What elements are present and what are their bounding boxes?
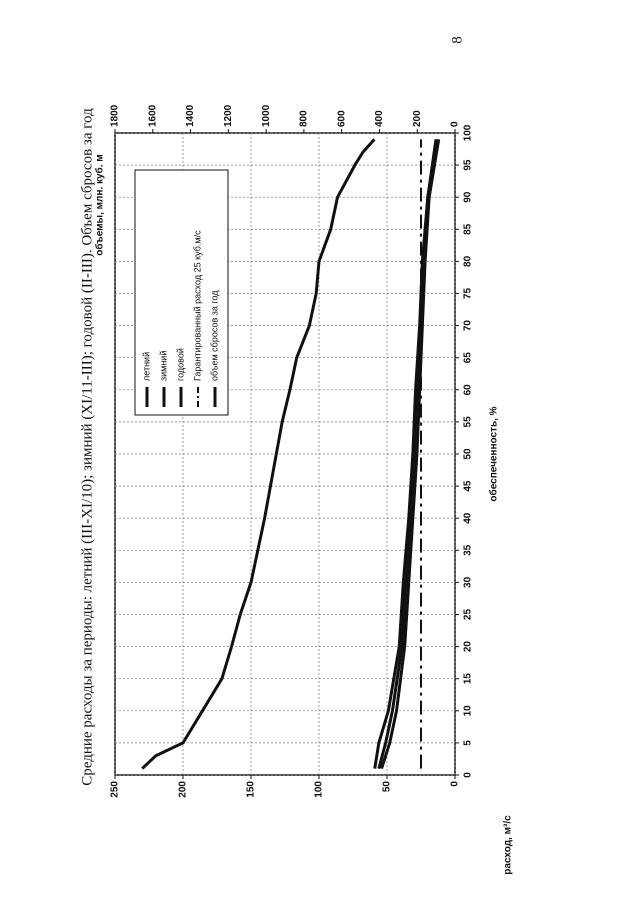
line-series [377, 139, 439, 769]
x-tick-label: 90 [463, 191, 474, 203]
x-tick-label: 45 [463, 480, 474, 492]
y2-tick-label: 400 [374, 110, 385, 127]
x-tick-label: 35 [463, 544, 474, 556]
y2-tick-label: 1800 [110, 104, 121, 127]
chart-title: Средние расходы за периоды: летний (III-… [79, 108, 95, 786]
x-tick-label: 65 [463, 352, 474, 364]
legend-label: зимний [158, 351, 168, 381]
x-tick-label: 55 [463, 416, 474, 428]
x-tick-label: 25 [463, 609, 474, 621]
x-tick-label: 75 [463, 288, 474, 300]
y2-tick-label: 1200 [223, 104, 234, 127]
y2-tick-label: 800 [299, 110, 310, 127]
x-tick-label: 85 [463, 223, 474, 235]
y2-tick-label: 600 [336, 110, 347, 127]
legend-label: объем сбросов за год [209, 290, 219, 381]
page-number: 8 [449, 36, 465, 44]
y-tick-label: 150 [246, 781, 257, 798]
x-tick-label: 15 [463, 673, 474, 685]
x-tick-label: 5 [463, 740, 474, 746]
y-tick-label: 200 [178, 781, 189, 798]
y-tick-label: 50 [382, 781, 393, 793]
y-tick-label: 250 [110, 781, 121, 798]
x-tick-label: 60 [463, 384, 474, 396]
x-tick-label: 10 [463, 705, 474, 717]
x-tick-label: 95 [463, 159, 474, 171]
y-axis-title: расход, м³/с [503, 815, 514, 875]
y-tick-label: 100 [314, 781, 325, 798]
line-series [141, 138, 376, 770]
legend-label: Гарантированный расход 25 куб.м/с [192, 230, 202, 381]
y2-axis-title: объемы, млн. куб. м [94, 154, 106, 255]
y2-tick-label: 1600 [147, 104, 158, 127]
legend-label: годовой [175, 348, 185, 381]
y2-tick-label: 1400 [185, 104, 196, 127]
x-tick-label: 70 [463, 320, 474, 332]
x-tick-label: 80 [463, 255, 474, 267]
y2-tick-label: 200 [412, 110, 423, 127]
chart: Средние расходы за периоды: летний (III-… [79, 104, 513, 874]
legend-label: летний [141, 352, 151, 381]
x-axis-title: обеспеченность, % [488, 406, 500, 501]
legend [134, 169, 229, 416]
y2-tick-label: 1000 [261, 104, 272, 127]
x-tick-label: 100 [463, 124, 474, 141]
y-tick-label: 0 [450, 781, 461, 787]
x-tick-label: 50 [463, 448, 474, 460]
x-tick-label: 30 [463, 576, 474, 588]
x-tick-label: 0 [463, 772, 474, 778]
line-series [380, 139, 441, 770]
y2-tick-label: 0 [450, 121, 461, 127]
x-tick-label: 40 [463, 512, 474, 524]
x-tick-label: 20 [463, 641, 474, 653]
